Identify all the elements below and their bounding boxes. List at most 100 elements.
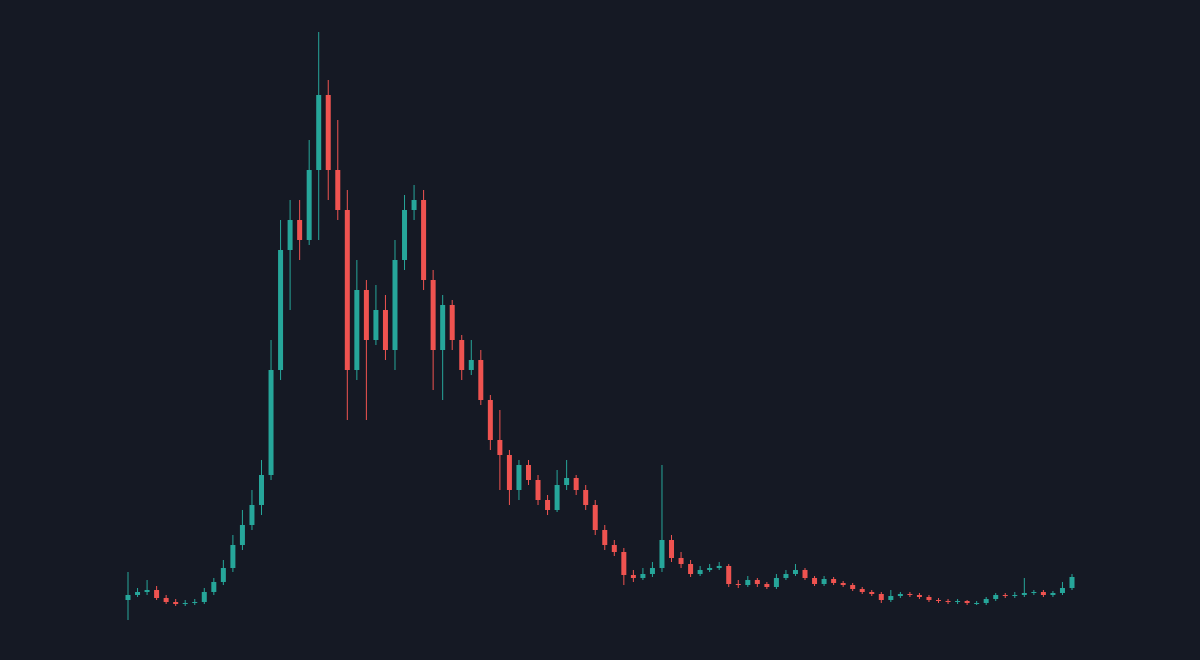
candle-body bbox=[363, 290, 369, 340]
candle-body bbox=[487, 400, 493, 440]
candle-body bbox=[230, 545, 236, 568]
candle-body bbox=[802, 570, 808, 578]
candle-body bbox=[821, 579, 827, 584]
candle-body bbox=[478, 360, 484, 400]
candle-body bbox=[459, 340, 465, 370]
candle-body bbox=[525, 465, 531, 480]
candle-body bbox=[173, 602, 179, 604]
candle-body bbox=[430, 280, 436, 350]
candle-body bbox=[945, 601, 951, 602]
candle-body bbox=[726, 566, 732, 584]
candle-body bbox=[592, 505, 598, 530]
candle-body bbox=[783, 574, 789, 578]
candle-body bbox=[449, 305, 455, 340]
candle-body bbox=[669, 540, 675, 558]
candle-body bbox=[1069, 577, 1075, 588]
candle-body bbox=[716, 566, 722, 568]
candle-body bbox=[764, 584, 770, 587]
candle-body bbox=[344, 210, 350, 370]
candle-body bbox=[249, 505, 255, 525]
candle-body bbox=[649, 568, 655, 574]
candle-body bbox=[897, 594, 903, 596]
candle-body bbox=[659, 540, 665, 568]
candle-body bbox=[907, 594, 913, 595]
candle-body bbox=[630, 575, 636, 578]
candle-body bbox=[182, 603, 188, 604]
candle-body bbox=[211, 582, 217, 592]
candle-body bbox=[688, 564, 694, 574]
candle-body bbox=[792, 570, 798, 574]
candle-body bbox=[678, 558, 684, 564]
candle-body bbox=[611, 545, 617, 552]
candle-body bbox=[306, 170, 312, 240]
candle-body bbox=[506, 455, 512, 490]
candle-body bbox=[621, 552, 627, 575]
candle-body bbox=[707, 568, 713, 570]
candle-body bbox=[1012, 595, 1018, 596]
candle-body bbox=[583, 490, 589, 505]
candle-body bbox=[974, 603, 980, 604]
candle-body bbox=[936, 600, 942, 601]
candle-body bbox=[735, 584, 741, 585]
candle-body bbox=[831, 579, 837, 583]
candle-body bbox=[754, 580, 760, 584]
candle-body bbox=[697, 570, 703, 574]
candle-body bbox=[554, 485, 560, 510]
candle-body bbox=[1059, 588, 1065, 593]
candle-body bbox=[154, 590, 160, 598]
candle-body bbox=[888, 596, 894, 600]
candle-body bbox=[220, 568, 226, 582]
candle-body bbox=[1002, 595, 1008, 596]
candle-body bbox=[926, 597, 932, 600]
candle-body bbox=[869, 592, 875, 594]
candle-body bbox=[850, 585, 856, 589]
candle-body bbox=[535, 480, 541, 500]
candle-body bbox=[773, 578, 779, 587]
candle-body bbox=[564, 478, 570, 485]
candle-body bbox=[239, 525, 245, 545]
candle-body bbox=[144, 590, 150, 592]
candle-body bbox=[373, 310, 379, 340]
candle-body bbox=[325, 95, 331, 170]
candle-body bbox=[125, 595, 131, 600]
candle-body bbox=[201, 592, 207, 602]
candle-body bbox=[955, 601, 961, 602]
candle-body bbox=[602, 530, 608, 545]
candle-body bbox=[192, 602, 198, 603]
candle-body bbox=[287, 220, 293, 250]
candle-body bbox=[573, 478, 579, 490]
candle-body bbox=[268, 370, 274, 475]
candle-body bbox=[993, 595, 999, 599]
candle-body bbox=[840, 583, 846, 585]
candle-body bbox=[812, 578, 818, 584]
candle-body bbox=[392, 260, 398, 350]
candle-body bbox=[468, 360, 474, 370]
candle-body bbox=[316, 95, 322, 170]
candle-body bbox=[135, 592, 141, 595]
candle-body bbox=[440, 305, 446, 350]
candle-body bbox=[916, 595, 922, 597]
candle-body bbox=[1050, 593, 1056, 595]
candle-body bbox=[354, 290, 360, 370]
candle-body bbox=[163, 598, 169, 602]
candle-body bbox=[335, 170, 341, 210]
candle-body bbox=[745, 580, 751, 585]
candle-body bbox=[297, 220, 303, 240]
candle-body bbox=[278, 250, 284, 370]
candle-body bbox=[382, 310, 388, 350]
candle-body bbox=[421, 200, 427, 280]
candle-body bbox=[1021, 593, 1027, 595]
candle-body bbox=[497, 440, 503, 455]
candle-body bbox=[983, 599, 989, 603]
candle-body bbox=[1031, 592, 1037, 593]
candle-body bbox=[1040, 592, 1046, 595]
candle-body bbox=[258, 475, 264, 505]
candle-body bbox=[859, 589, 865, 592]
candle-body bbox=[402, 210, 408, 260]
candle-body bbox=[411, 200, 417, 210]
candle-body bbox=[878, 594, 884, 600]
candle-body bbox=[516, 465, 522, 490]
candle-body bbox=[964, 601, 970, 603]
